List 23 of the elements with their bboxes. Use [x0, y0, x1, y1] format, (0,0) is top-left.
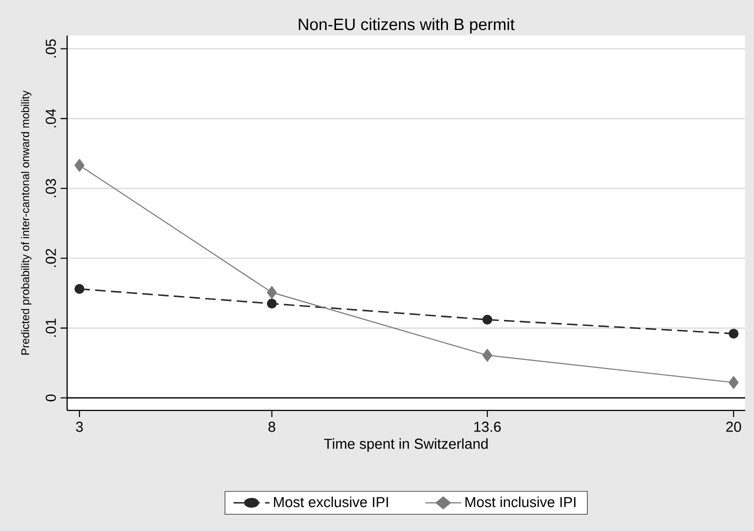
x-tick-label: 13.6 — [474, 422, 501, 432]
x-tick-label: 20 — [726, 422, 742, 432]
y-tick-label: .02 — [46, 248, 56, 267]
y-tick-label: .04 — [46, 108, 56, 128]
x-tick-label: 3 — [76, 422, 83, 432]
y-tick-label: .03 — [46, 178, 56, 198]
point — [74, 158, 84, 172]
point — [74, 284, 84, 294]
point — [482, 314, 492, 325]
point — [266, 286, 277, 299]
y-tick-label: 0 — [46, 394, 56, 402]
y-tick-label: .05 — [46, 39, 56, 58]
point — [728, 328, 739, 338]
chart-title: Non-EU citizens with B permit — [298, 18, 515, 34]
legend-label: Most inclusive IPI — [466, 496, 576, 508]
x-tick-label: 8 — [268, 422, 276, 432]
point — [482, 348, 492, 362]
point — [728, 376, 739, 389]
legend-label: Most exclusive IPI — [274, 496, 388, 508]
y-axis-title: Predicted probability of inter-cantonal onward mobility — [20, 90, 32, 355]
point — [266, 298, 277, 308]
x-axis-title: Time spent in Switzerland — [324, 438, 488, 452]
y-tick-label: .01 — [46, 318, 56, 337]
